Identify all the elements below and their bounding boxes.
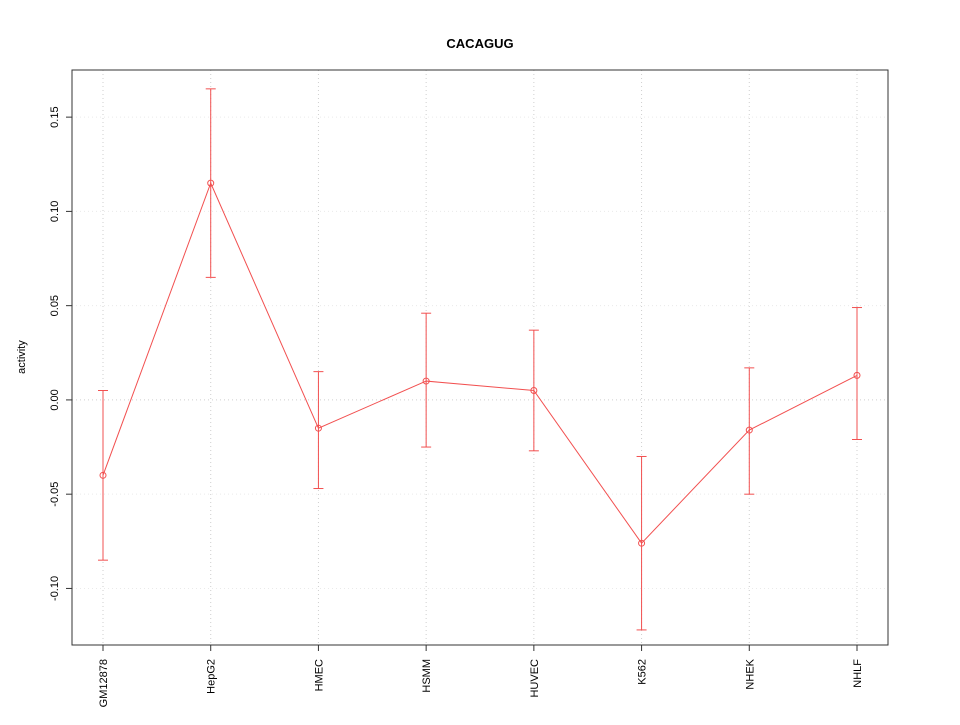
x-tick-label: NHEK [744, 658, 756, 689]
y-tick-label: 0.15 [49, 106, 61, 127]
y-tick-label: -0.10 [49, 576, 61, 601]
y-tick-label: 0.05 [49, 295, 61, 316]
plot-area: -0.10 -0.05 0.00 0.05 0.10 0.15 GM12878 HepG2 HM… [49, 69, 889, 707]
series-line [102, 181, 858, 544]
y-axis-label: activity [16, 340, 28, 374]
y-tick-label: 0.00 [49, 389, 61, 410]
error-bar [313, 371, 324, 490]
data-point [99, 471, 107, 479]
data-point [422, 377, 430, 385]
x-tick-label: K562 [637, 659, 649, 685]
error-bar [852, 307, 862, 441]
plot-box [71, 69, 889, 646]
y-tick-label: -0.05 [49, 482, 61, 507]
chart-title: CACAGUG [446, 36, 513, 51]
data-point [314, 424, 322, 432]
x-tick-label: HSMM [421, 659, 433, 693]
x-tick-label: HUVEC [529, 659, 541, 698]
data-point [745, 426, 753, 434]
x-tick-label: NHLF [852, 659, 864, 688]
data-point [638, 539, 646, 547]
x-tick-label: HepG2 [206, 659, 218, 694]
data-point [853, 371, 861, 379]
error-bar [421, 312, 432, 448]
x-tick-label: GM12878 [98, 659, 110, 707]
data-point [207, 179, 215, 187]
x-tick-label: HMEC [313, 659, 325, 691]
data-point [530, 386, 538, 394]
y-tick-label: 0.10 [49, 201, 61, 222]
error-bar [744, 367, 755, 495]
